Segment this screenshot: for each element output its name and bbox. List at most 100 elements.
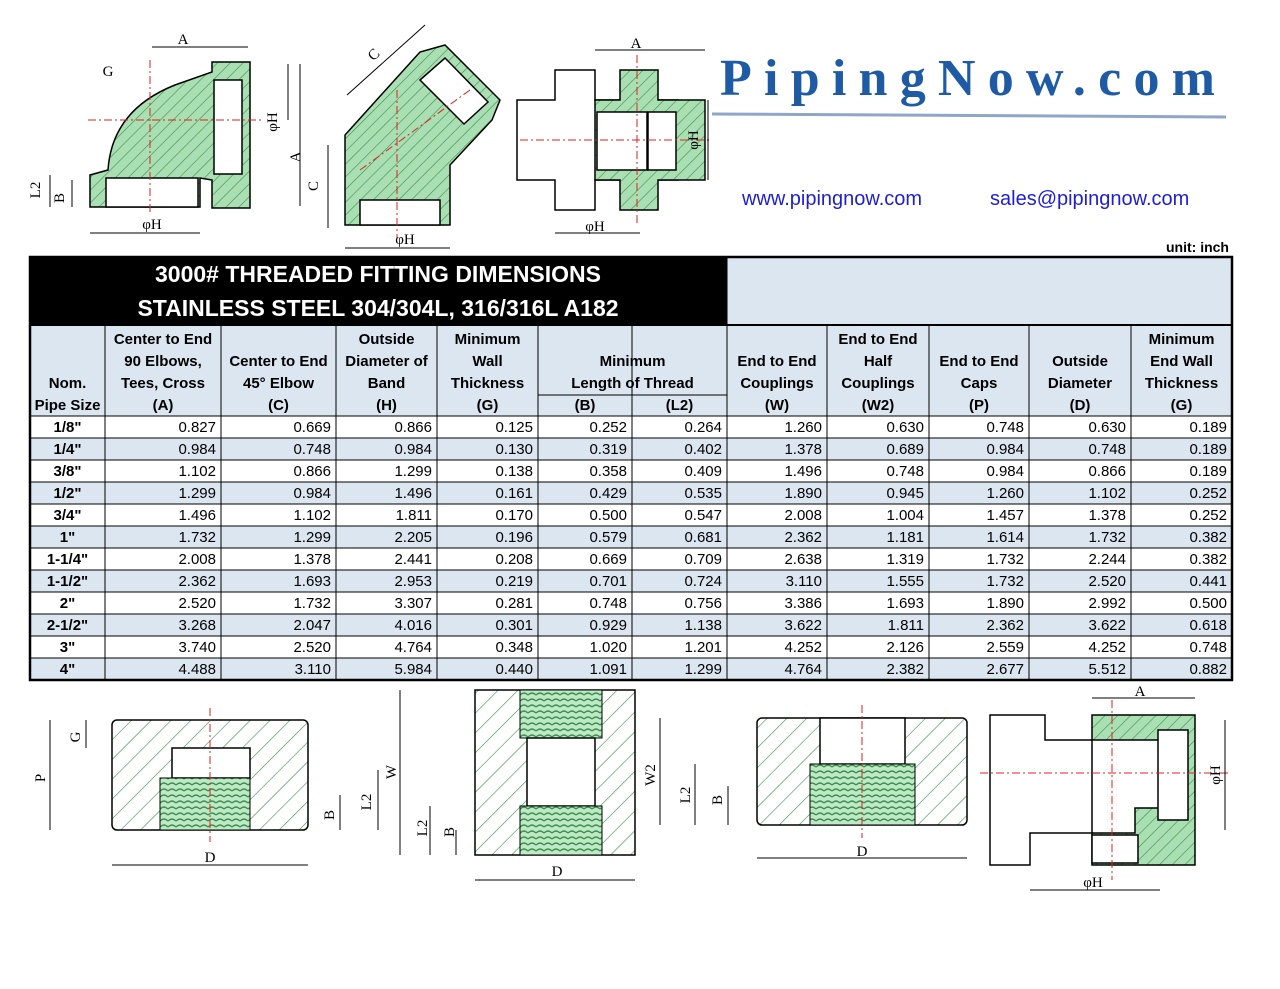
unit: unit: inch (1166, 239, 1229, 255)
cell-value: 5.512 (1088, 661, 1126, 678)
cell-value: 0.138 (495, 463, 533, 480)
dim-label: P (33, 774, 49, 782)
dim-label: D (552, 864, 563, 880)
cell-value: 0.441 (1189, 573, 1227, 590)
cell-value: 4.764 (394, 639, 432, 656)
dim-label: A (178, 32, 189, 48)
cell-value: 0.984 (178, 441, 216, 458)
cell-value: 0.748 (886, 463, 924, 480)
dim-label: φH (265, 112, 281, 132)
column-header: Thickness (1145, 375, 1218, 392)
cell-value: 2.008 (178, 551, 216, 568)
row-bg (30, 592, 1232, 614)
cell-value: 2.008 (784, 507, 822, 524)
dim-label: L2 (28, 182, 44, 199)
cell-value: 0.984 (394, 441, 432, 458)
cell-value: 0.748 (1189, 639, 1227, 656)
cell-value: 0.827 (178, 419, 216, 436)
column-header: Couplings (841, 375, 914, 392)
dim-label: φH (1208, 765, 1224, 785)
cell-value: 1.614 (986, 529, 1024, 546)
cell-value: 0.252 (1189, 485, 1227, 502)
cell-value: 1.138 (684, 617, 722, 634)
cell-value: 3.622 (784, 617, 822, 634)
cell-value: 1.299 (293, 529, 331, 546)
dim-label: φH (686, 130, 702, 150)
cell-value: 4.488 (178, 661, 216, 678)
column-header: Pipe Size (35, 397, 101, 414)
cell-value: 0.681 (684, 529, 722, 546)
website[interactable]: www.pipingnow.com (741, 188, 922, 210)
title-block (30, 257, 727, 325)
elbow-45-drawing: C C φH (306, 24, 501, 249)
dim-label: A (1135, 684, 1146, 700)
cell-value: 0.264 (684, 419, 722, 436)
email[interactable]: sales@pipingnow.com (990, 188, 1189, 210)
cell-value: 4.252 (784, 639, 822, 656)
bore (526, 737, 596, 807)
cell-value: 1.732 (293, 595, 331, 612)
cell-value: 0.535 (684, 485, 722, 502)
cell-value: 1.102 (293, 507, 331, 524)
outline (989, 714, 1093, 866)
row-bg (30, 504, 1232, 526)
dim-label: L2 (678, 787, 694, 804)
dim-label: W (384, 764, 400, 779)
cell-value: 3.386 (784, 595, 822, 612)
cell-value: 2.126 (886, 639, 924, 656)
dim-label: B (52, 193, 68, 203)
cell-value: 2.992 (1088, 595, 1126, 612)
cell-value: 0.724 (684, 573, 722, 590)
cell-value: 0.161 (495, 485, 533, 502)
dim-label: A (631, 36, 642, 52)
column-header: Wall (472, 353, 502, 370)
row-bg (30, 636, 1232, 658)
dim-label: φH (1083, 875, 1103, 891)
cell-value: 0.984 (293, 485, 331, 502)
cell-value: 1.201 (684, 639, 722, 656)
elbow-body (344, 44, 501, 226)
column-header: Outside (1052, 353, 1108, 370)
cell-value: 1.378 (1088, 507, 1126, 524)
cell-value: 0.219 (495, 573, 533, 590)
dim-label: G (68, 731, 84, 742)
cell-value: 1.260 (986, 485, 1024, 502)
pipe-size: 1" (60, 529, 75, 546)
bore (596, 111, 648, 171)
column-header: Minimum (455, 331, 521, 348)
cell-value: 0.618 (1189, 617, 1227, 634)
cell-value: 0.409 (684, 463, 722, 480)
dimension-lines (399, 690, 635, 881)
cell-value: 2.362 (986, 617, 1024, 634)
cell-value: 3.110 (786, 573, 822, 590)
dim-label: φH (395, 232, 415, 248)
cell-value: 2.638 (784, 551, 822, 568)
dim-label: D (857, 844, 868, 860)
cell-value: 2.362 (784, 529, 822, 546)
cell-value: 4.252 (1088, 639, 1126, 656)
cell-value: 1.378 (293, 551, 331, 568)
table-title: 3000# THREADED FITTING DIMENSIONS (155, 261, 601, 287)
cell-value: 1.811 (888, 617, 924, 634)
elbow-body (89, 61, 251, 209)
cell-value: 2.205 (394, 529, 432, 546)
dimension-lines (49, 46, 301, 234)
column-header: Outside (359, 331, 415, 348)
pipe-size: 4" (60, 661, 75, 678)
cell-value: 0.189 (1189, 463, 1227, 480)
cell-value: 0.500 (589, 507, 627, 524)
column-header: Tees, Cross (121, 375, 205, 392)
column-header: Thickness (451, 375, 524, 392)
socket (213, 79, 243, 175)
cell-value: 0.429 (589, 485, 627, 502)
row-bg (30, 416, 1232, 438)
dimension-table: 3000# THREADED FITTING DIMENSIONS STAINLE… (28, 255, 1234, 682)
dim-label: C (365, 46, 383, 64)
cell-value: 0.440 (495, 661, 533, 678)
pipe-size: 2" (60, 595, 75, 612)
cell-value: 2.677 (986, 661, 1024, 678)
dim-label: B (442, 827, 458, 837)
column-header: Diameter of (345, 353, 429, 370)
socket (418, 56, 490, 126)
pipe-size: 3" (60, 639, 75, 656)
